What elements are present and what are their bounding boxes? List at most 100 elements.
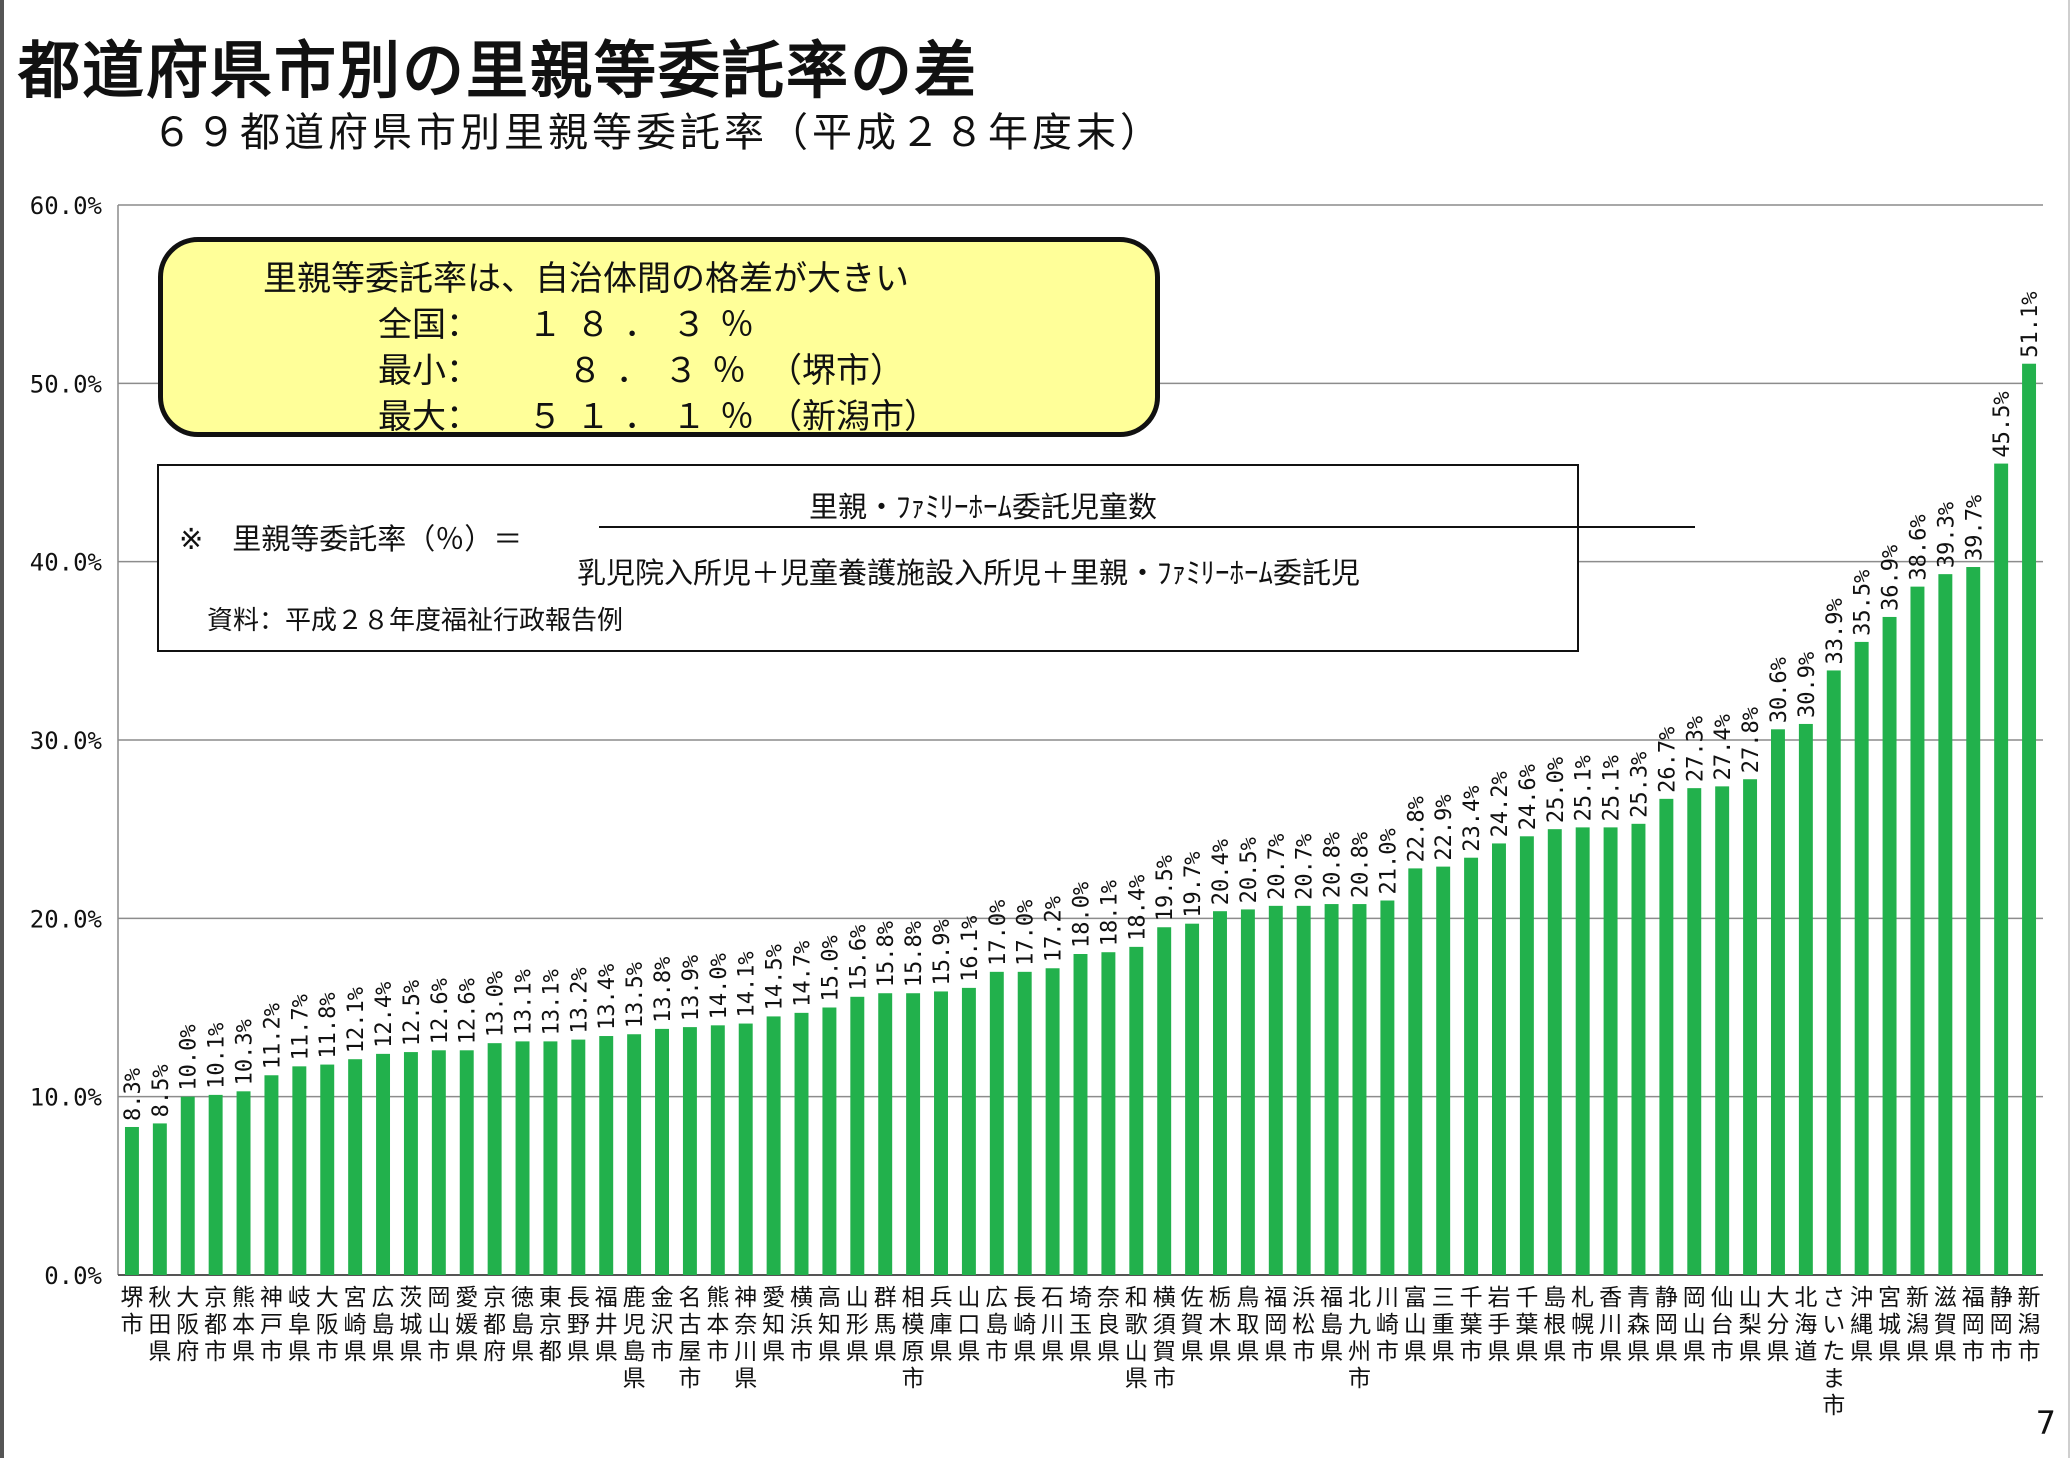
x-tick-label: 北九州市 (1348, 1285, 1371, 1392)
data-label: 36.9% (1879, 545, 1904, 611)
data-label: 30.6% (1767, 657, 1792, 723)
data-label: 11.2% (260, 1003, 285, 1069)
x-tick-label: 岡山県 (1683, 1285, 1706, 1365)
callout-row-min: 最小： ８．３％ （堺市） (378, 348, 1155, 394)
data-label: 12.6% (456, 978, 481, 1044)
data-label: 10.0% (177, 1024, 202, 1090)
x-tick-label: 岐阜県 (288, 1285, 311, 1365)
x-tick-label: 名古屋市 (678, 1285, 701, 1392)
x-tick-label: 静岡市 (1990, 1285, 2013, 1365)
bar (1045, 968, 1060, 1275)
data-label: 39.7% (1962, 495, 1987, 561)
data-label: 8.5% (149, 1064, 174, 1117)
x-tick-label: 愛知県 (762, 1285, 785, 1365)
data-label: 20.7% (1265, 834, 1290, 900)
bar (1352, 904, 1367, 1275)
x-tick-label: 仙台市 (1711, 1285, 1734, 1365)
x-tick-label: 栃木県 (1208, 1285, 1231, 1365)
x-tick-label: 福岡県 (1264, 1285, 1287, 1365)
bar (1603, 827, 1618, 1275)
x-tick-label: 鹿児島県 (623, 1285, 646, 1392)
x-tick-label: 横浜市 (790, 1285, 813, 1365)
data-label: 13.0% (484, 971, 509, 1037)
x-tick-label: 高知県 (818, 1285, 841, 1365)
bar (515, 1041, 530, 1275)
data-label: 12.1% (344, 987, 369, 1053)
data-label: 15.8% (902, 921, 927, 987)
x-tick-label: 徳島県 (511, 1285, 534, 1365)
data-label: 20.4% (1209, 839, 1234, 905)
formula-numerator: 里親・ﾌｧﾐﾘｰﾎｰﾑ委託児童数 (809, 490, 1158, 524)
x-tick-label: 福井県 (595, 1285, 618, 1365)
data-label: 22.8% (1404, 796, 1429, 862)
bar (1882, 616, 1897, 1275)
data-label: 45.5% (1990, 391, 2015, 457)
x-tick-label: 千葉市 (1460, 1285, 1483, 1365)
x-tick-label: 神戸市 (260, 1285, 283, 1365)
data-label: 15.0% (818, 935, 843, 1001)
x-tick-label: 横須賀市 (1153, 1285, 1176, 1392)
bar (1994, 463, 2009, 1275)
x-tick-label: 鳥取県 (1236, 1285, 1259, 1365)
bar (1687, 788, 1702, 1275)
bar (766, 1016, 781, 1275)
data-label: 19.5% (1153, 855, 1178, 921)
bar (1240, 909, 1255, 1275)
x-tick-label: 長野県 (567, 1285, 590, 1365)
data-label: 21.0% (1376, 828, 1401, 894)
bar (1715, 786, 1730, 1275)
bar (1296, 905, 1311, 1275)
x-tick-label: さいたま市 (1822, 1285, 1845, 1419)
x-tick-label: 新潟市 (2018, 1285, 2041, 1365)
x-tick-label: 熊本県 (232, 1285, 255, 1365)
data-label: 23.4% (1460, 785, 1485, 851)
data-label: 30.9% (1795, 652, 1820, 718)
bar (487, 1043, 502, 1275)
data-label: 20.8% (1321, 832, 1346, 898)
bar (1575, 827, 1590, 1275)
x-tick-label: 金沢市 (651, 1285, 674, 1365)
bar (1017, 971, 1032, 1275)
data-label: 27.4% (1711, 714, 1736, 780)
data-label: 24.6% (1516, 764, 1541, 830)
bar (543, 1041, 558, 1275)
bar (1213, 911, 1227, 1275)
bar (627, 1034, 642, 1275)
data-label: 39.3% (1934, 502, 1959, 568)
data-label: 8.3% (121, 1068, 146, 1121)
data-label: 20.5% (1237, 837, 1262, 903)
y-tick-label: 10.0% (30, 1084, 103, 1112)
x-tick-label: 千葉県 (1515, 1285, 1538, 1365)
data-label: 10.3% (233, 1019, 258, 1085)
bar (1826, 670, 1841, 1275)
x-tick-label: 青森県 (1627, 1285, 1650, 1365)
data-label: 13.2% (567, 967, 592, 1033)
data-label: 25.1% (1600, 755, 1625, 821)
bar (1966, 567, 1981, 1275)
data-label: 16.1% (958, 916, 983, 982)
x-tick-label: 山形県 (846, 1285, 869, 1365)
fraction-bar (599, 526, 1695, 528)
bar (236, 1091, 251, 1275)
data-label: 27.3% (1683, 716, 1708, 782)
bar (1910, 586, 1925, 1275)
x-tick-label: 大阪府 (176, 1285, 199, 1365)
data-label: 26.7% (1655, 727, 1680, 793)
bar (208, 1094, 223, 1275)
x-tick-label: 長崎県 (1013, 1285, 1036, 1365)
x-tick-label: 和歌山県 (1125, 1285, 1148, 1392)
bar (794, 1012, 809, 1275)
callout-value: ５１．１％ (528, 397, 768, 437)
bar (710, 1025, 725, 1275)
x-tick-label: 香川県 (1599, 1285, 1622, 1365)
bar (599, 1036, 614, 1275)
bar (1798, 723, 1813, 1275)
data-label: 27.8% (1739, 707, 1764, 773)
data-label: 11.7% (288, 994, 313, 1060)
bar (124, 1126, 139, 1275)
bar (376, 1053, 391, 1275)
x-tick-label: 宮城県 (1878, 1285, 1901, 1365)
x-tick-label: 東京都 (539, 1285, 562, 1365)
bar (906, 993, 921, 1275)
right-edge-rule (2068, 0, 2070, 1458)
